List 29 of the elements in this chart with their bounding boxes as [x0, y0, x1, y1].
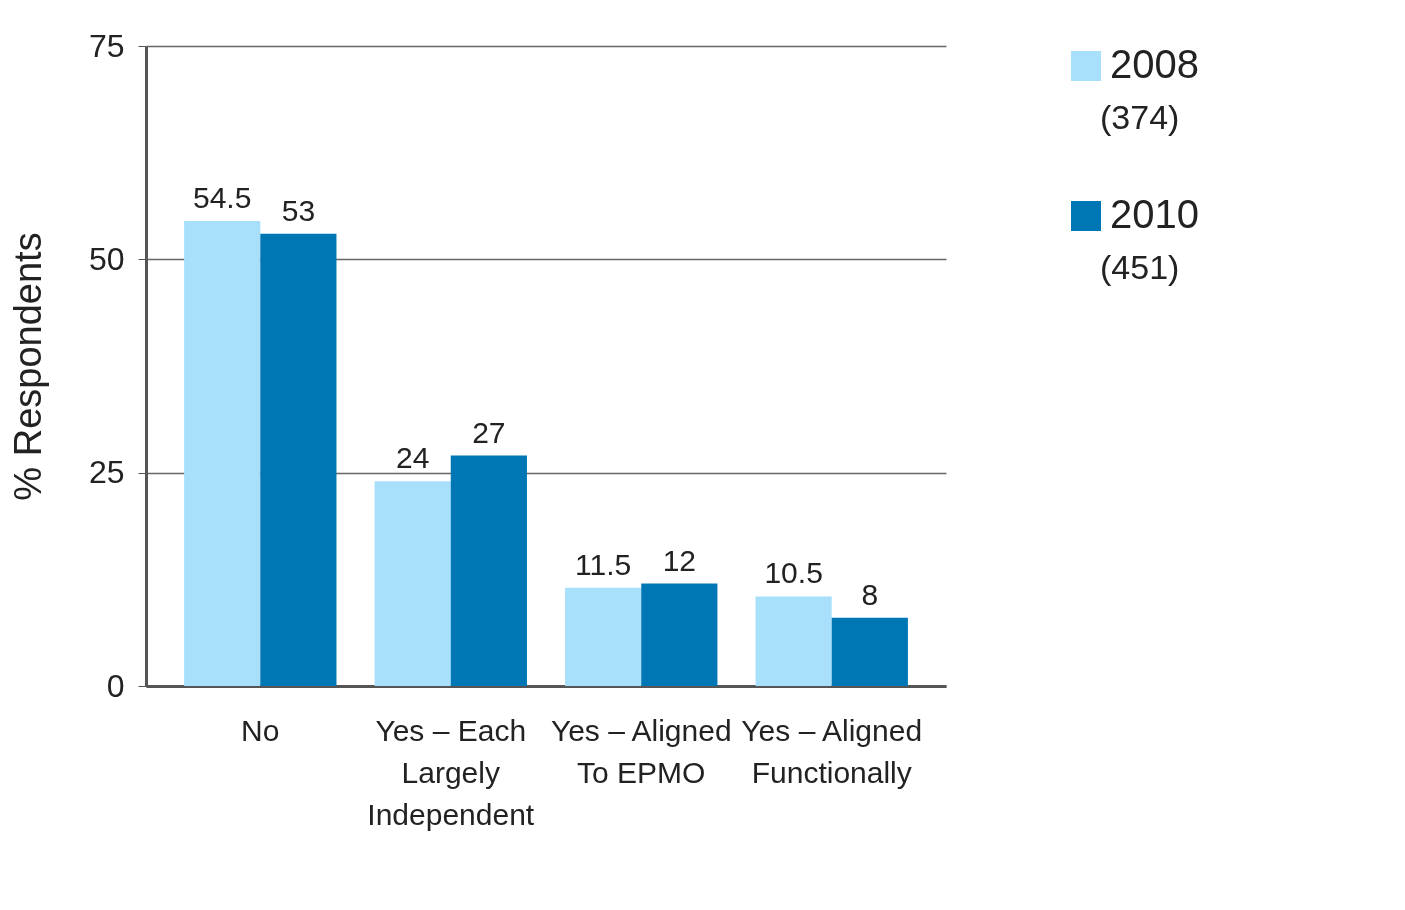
bar — [184, 220, 261, 686]
y-tick-label: 25 — [88, 454, 125, 491]
bar — [260, 233, 337, 686]
data-label: 12 — [662, 543, 697, 577]
legend-label: 2010 — [1110, 192, 1199, 236]
bar — [755, 596, 832, 686]
x-tick-label: Yes – Aligned To EPMO — [550, 713, 732, 789]
bar — [565, 587, 642, 686]
y-tick-label: 75 — [88, 27, 125, 64]
data-label: 10.5 — [764, 556, 823, 590]
legend-label: 2008 — [1110, 42, 1199, 86]
y-axis-title: % Respondents — [6, 232, 49, 501]
data-label: 54.5 — [193, 180, 252, 214]
data-label: 24 — [395, 441, 430, 475]
text: (374) — [1100, 98, 1180, 137]
x-tick-label: Yes – Each Largely Independent — [367, 713, 535, 831]
data-label: 8 — [861, 577, 879, 611]
bar — [374, 481, 451, 686]
text: (451) — [1100, 248, 1180, 287]
bar — [831, 617, 908, 686]
y-tick-label: 0 — [106, 667, 125, 704]
x-tick-label: No — [241, 713, 280, 747]
y-tick-label: 50 — [88, 240, 125, 277]
data-label: 11.5 — [575, 547, 632, 581]
bar — [450, 455, 527, 686]
data-label: 27 — [472, 415, 506, 449]
data-label: 53 — [281, 193, 316, 227]
bar — [641, 583, 718, 686]
x-tick-label: Yes – Aligned Functionally — [741, 713, 923, 789]
